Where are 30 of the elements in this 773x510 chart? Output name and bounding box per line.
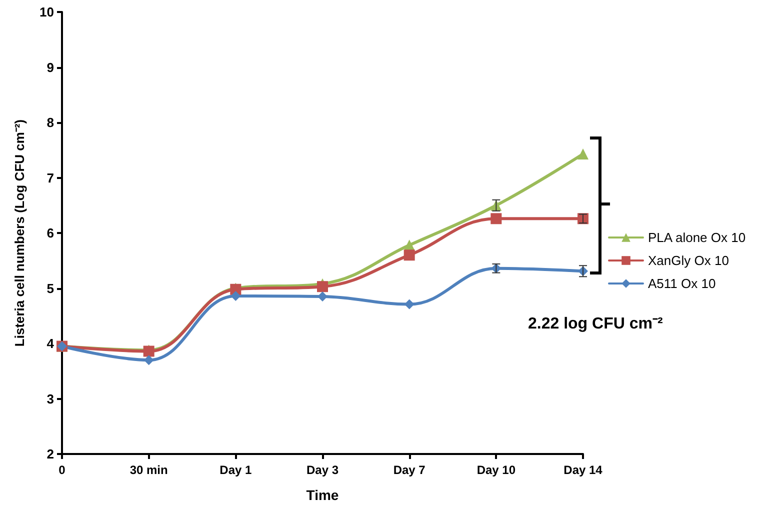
x-tick-label: Day 3 bbox=[306, 463, 339, 477]
y-tick-label: 7 bbox=[46, 170, 54, 186]
x-tick-label: Day 14 bbox=[564, 463, 603, 477]
y-axis-title: Listeria cell numbers (Log CFU cm⁻²) bbox=[12, 119, 27, 347]
y-tick-label: 2 bbox=[46, 446, 54, 462]
y-tick-label: 4 bbox=[46, 336, 55, 351]
point bbox=[578, 148, 588, 160]
y-tick-label: 5 bbox=[46, 280, 54, 296]
x-tick-label: 0 bbox=[58, 463, 66, 477]
y-tick-label: 10 bbox=[40, 4, 54, 20]
annotation: 2.22 log CFU cm⁻² bbox=[528, 316, 663, 332]
point bbox=[317, 281, 328, 292]
point bbox=[230, 290, 241, 301]
x-tick-label: Day 10 bbox=[476, 463, 516, 477]
point bbox=[404, 299, 414, 310]
point bbox=[318, 292, 328, 302]
y-tick-label: 3 bbox=[46, 391, 54, 406]
y-tick-label: 9 bbox=[46, 60, 54, 75]
y-tick-label: 6 bbox=[46, 226, 54, 240]
y-tick-label: 8 bbox=[46, 115, 54, 130]
x-tick-label: Day 1 bbox=[220, 463, 252, 477]
point bbox=[404, 250, 415, 261]
x-axis-title: Time bbox=[306, 487, 339, 503]
point bbox=[144, 355, 154, 366]
x-tick-label: 30 min bbox=[130, 463, 168, 477]
legend-label: PLA alone Ox 10 bbox=[648, 230, 746, 245]
x-tick-label: Day 7 bbox=[393, 463, 426, 477]
legend-label: XanGly Ox 10 bbox=[648, 253, 729, 268]
legend-label: A511 Ox 10 bbox=[648, 276, 716, 291]
point bbox=[490, 213, 502, 224]
